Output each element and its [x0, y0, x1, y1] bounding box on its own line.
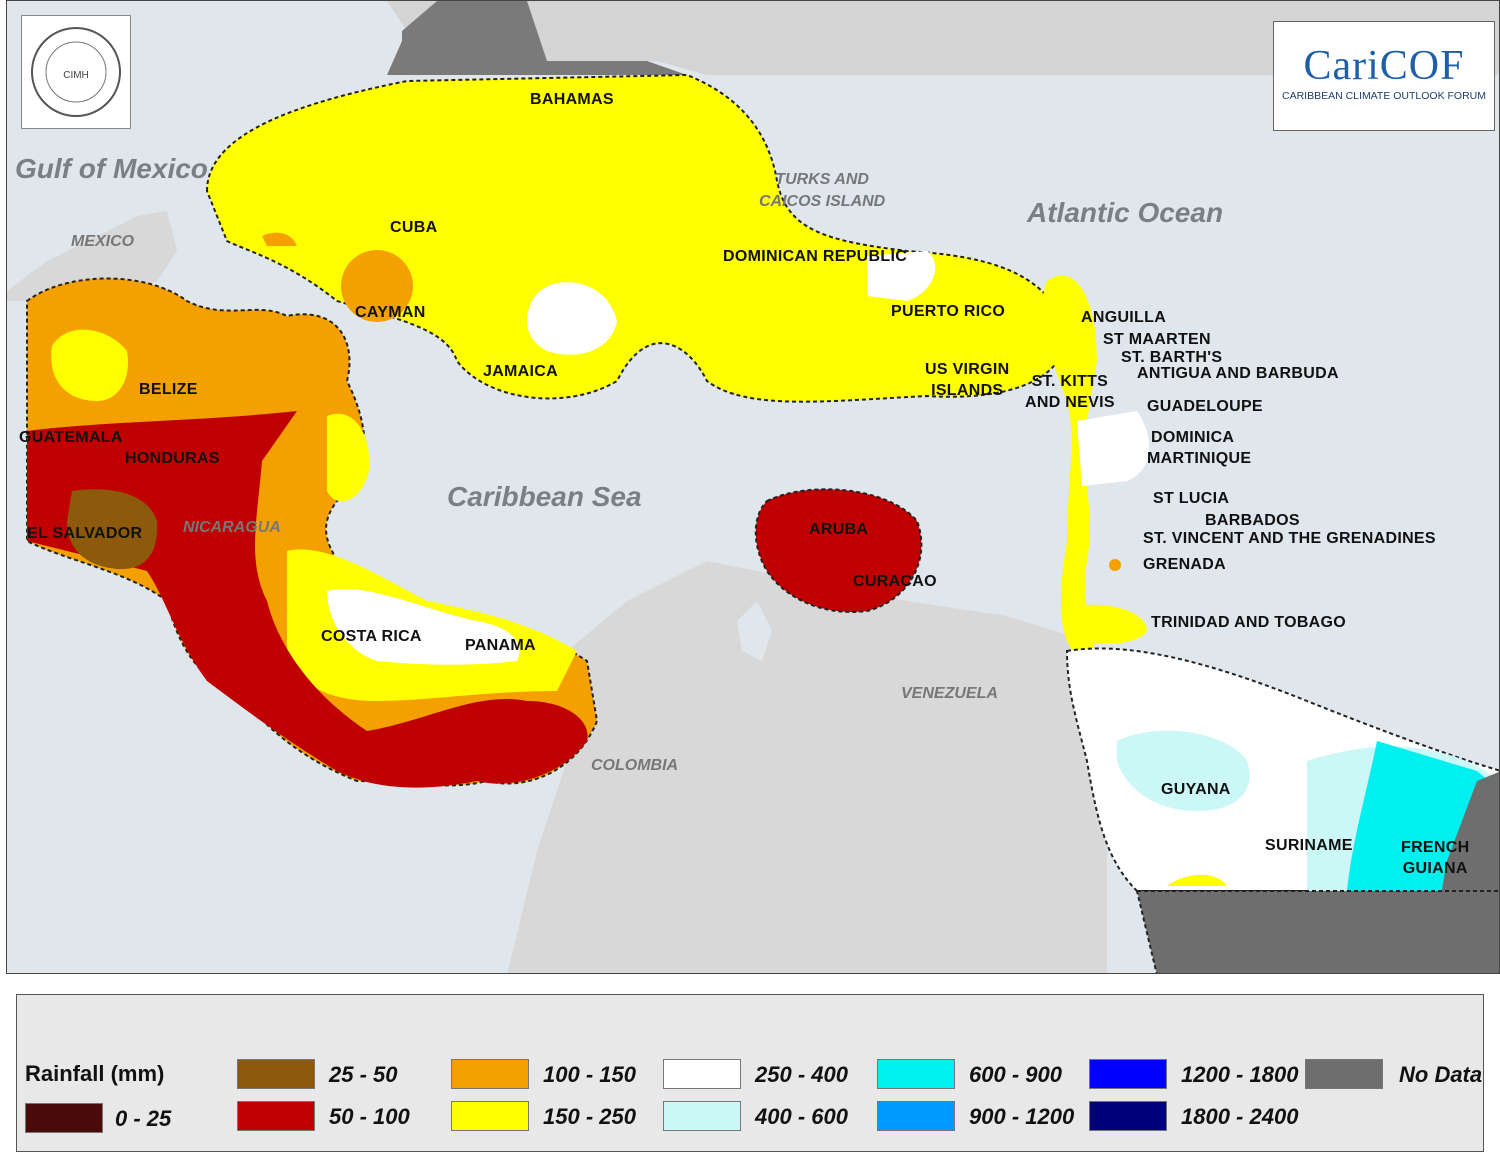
- legend-label-25-50: 25 - 50: [329, 1062, 398, 1087]
- south-america-landmass: [507, 561, 1107, 973]
- legend-label-400-600: 400 - 600: [755, 1104, 848, 1129]
- guyana-400-600-zone: [1117, 730, 1250, 811]
- st-barths-label: ST. BARTH'S: [1121, 349, 1223, 366]
- legend-swatch-no-data: [1305, 1059, 1383, 1089]
- trinidad-150-250-zone: [1077, 604, 1147, 644]
- greater-antilles-150-250-zone: [205, 73, 1069, 403]
- legend-label-150-250: 150 - 250: [543, 1104, 636, 1129]
- legend-swatch-250-400: [663, 1059, 741, 1089]
- mexico-landmass: [7, 211, 177, 301]
- cimh-seal-icon: CIMH: [31, 27, 121, 117]
- legend-swatch-1200-1800: [1089, 1059, 1167, 1089]
- florida-no-data-region: [387, 1, 687, 75]
- gulf-of-mexico-label: Gulf of Mexico: [15, 153, 208, 184]
- st-lucia-label: ST LUCIA: [1153, 490, 1230, 507]
- el-salvador-25-50-zone: [67, 489, 158, 570]
- belize-label: BELIZE: [139, 381, 198, 398]
- el-salvador-label: EL SALVADOR: [27, 525, 143, 542]
- legend-title: Rainfall (mm): [25, 1061, 165, 1086]
- legend-swatch-100-150: [451, 1059, 529, 1089]
- jamaica-label: JAMAICA: [483, 363, 558, 380]
- trinidad-tobago-label: TRINIDAD AND TOBAGO: [1151, 614, 1347, 631]
- nicaragua-label: NICARAGUA: [183, 519, 281, 536]
- grenada-label: GRENADA: [1143, 556, 1226, 573]
- florida-landmass: [387, 1, 1499, 75]
- caricof-brand-main: Cari: [1303, 43, 1380, 89]
- cuba-label: CUBA: [390, 219, 438, 236]
- hispaniola-250-400-zone: [867, 251, 936, 301]
- legend-swatch-25-50: [237, 1059, 315, 1089]
- legend-label-1800-2400: 1800 - 2400: [1181, 1104, 1299, 1129]
- martinique-label: MARTINIQUE: [1147, 450, 1252, 467]
- guatemala-label: GUATEMALA: [19, 429, 123, 446]
- grenada-100-150-spot: [1109, 559, 1121, 571]
- anguilla-label: ANGUILLA: [1081, 309, 1167, 326]
- caricof-brand: CariCOF: [1274, 43, 1494, 89]
- bahamas-label: BAHAMAS: [530, 91, 614, 108]
- legend-swatch-900-1200: [877, 1101, 955, 1131]
- suriname-label: SURINAME: [1265, 837, 1353, 854]
- costa-rica-label: COSTA RICA: [321, 628, 422, 645]
- caricof-logo: CariCOF CARIBBEAN CLIMATE OUTLOOK FORUM: [1273, 21, 1495, 131]
- mexico-label: MEXICO: [71, 233, 135, 250]
- legend-label-1200-1800: 1200 - 1800: [1181, 1062, 1299, 1087]
- curacao-label: CURACAO: [853, 573, 937, 590]
- legend-label-100-150: 100 - 150: [543, 1062, 636, 1087]
- cayman-label: CAYMAN: [355, 304, 426, 321]
- legend-swatch-0-25: [25, 1103, 103, 1133]
- cimh-logo: CIMH: [21, 15, 131, 129]
- rainfall-map: CIMH CariCOF CARIBBEAN CLIMATE OUTLOOK F…: [6, 0, 1500, 974]
- honduras-label: HONDURAS: [125, 450, 220, 467]
- cayman-100-150-zone: [341, 250, 413, 322]
- costa-rica-panama-250-400-zone: [327, 588, 520, 665]
- map-canvas: [7, 1, 1499, 973]
- antigua-barbuda-label: ANTIGUA AND BARBUDA: [1137, 365, 1339, 382]
- us-virgin-islands-label: US VIRGIN ISLANDS: [925, 361, 1010, 399]
- legend-swatch-50-100: [237, 1101, 315, 1131]
- central-america-50-100-zone: [27, 411, 588, 788]
- rainfall-legend: Rainfall (mm) 0 - 25 25 - 50 50 - 100 10…: [16, 994, 1484, 1152]
- guyana-small-150-250-zone: [1167, 874, 1227, 886]
- abc-islands-50-100-zone: [754, 488, 923, 613]
- caribbean-sea-label: Caribbean Sea: [447, 481, 642, 512]
- puerto-rico-label: PUERTO RICO: [891, 303, 1006, 320]
- barbados-label: BARBADOS: [1205, 512, 1300, 529]
- legend-swatch-400-600: [663, 1101, 741, 1131]
- belize-150-250-zone: [51, 329, 128, 401]
- lake-maracaibo: [737, 601, 772, 661]
- caricof-brand-accent: COF: [1379, 43, 1465, 89]
- interior-no-data-region: [1135, 890, 1499, 973]
- dominican-republic-label: DOMINICAN REPUBLIC: [723, 248, 908, 265]
- legend-label-0-25: 0 - 25: [115, 1106, 172, 1131]
- legend-label-250-400: 250 - 400: [755, 1062, 848, 1087]
- cuba-100-150-spot: [262, 232, 297, 246]
- french-guiana-label: FRENCH GUIANA: [1401, 839, 1470, 877]
- legend-swatch-150-250: [451, 1101, 529, 1131]
- dominica-label: DOMINICA: [1151, 429, 1235, 446]
- legend-label-no-data: No Data: [1399, 1062, 1483, 1087]
- atlantic-ocean-label: Atlantic Ocean: [1027, 197, 1224, 228]
- honduras-coast-150-250-zone: [327, 413, 370, 502]
- legend-label-900-1200: 900 - 1200: [969, 1104, 1075, 1129]
- legend-label-600-900: 600 - 900: [969, 1062, 1062, 1087]
- legend-label-50-100: 50 - 100: [329, 1104, 410, 1129]
- guadeloupe-label: GUADELOUPE: [1147, 398, 1263, 415]
- aruba-label: ARUBA: [809, 521, 869, 538]
- dominica-martinique-250-400-zone: [1077, 411, 1150, 486]
- st-maarten-label: ST MAARTEN: [1103, 331, 1211, 348]
- st-kitts-nevis-label: ST. KITTS AND NEVIS: [1025, 373, 1115, 411]
- legend-swatch-1800-2400: [1089, 1101, 1167, 1131]
- jamaica-250-400-zone: [527, 282, 617, 355]
- lesser-antilles-150-250-zone: [1043, 275, 1097, 661]
- colombia-label: COLOMBIA: [591, 757, 679, 774]
- turks-caicos-label: TURKS AND CAICOS ISLAND: [759, 171, 886, 210]
- panama-label: PANAMA: [465, 637, 536, 654]
- venezuela-label: VENEZUELA: [901, 685, 998, 702]
- guyana-label: GUYANA: [1161, 781, 1231, 798]
- caricof-subtitle: CARIBBEAN CLIMATE OUTLOOK FORUM: [1282, 90, 1486, 102]
- legend-swatch-600-900: [877, 1059, 955, 1089]
- st-vincent-label: ST. VINCENT AND THE GRENADINES: [1143, 530, 1436, 547]
- cimh-logo-text: CIMH: [63, 70, 89, 81]
